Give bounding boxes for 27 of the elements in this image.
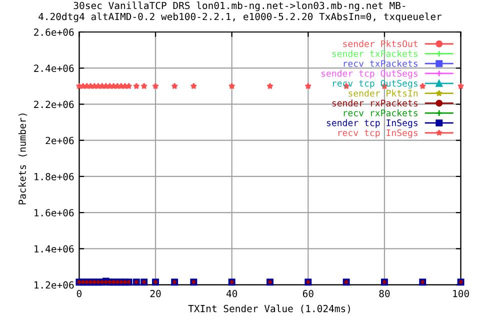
legend-label: recv txPackets — [344, 60, 418, 67]
legend-label: sender PktsOut — [343, 40, 418, 48]
x-axis-title: TXInt Sender Value (1.024ms) — [188, 304, 350, 314]
legend-label: sender rxPackets — [332, 100, 418, 106]
legend-label: sender tcp OutSegs — [321, 70, 418, 79]
legend-label: recv tcp OutSegs — [333, 80, 418, 89]
y-tick-label: 2e+06 — [46, 136, 74, 144]
x-tick-label: 40 — [226, 290, 238, 298]
legend-label: sender PktsIn — [348, 90, 418, 97]
y-tick-label: 2.4e+06 — [34, 64, 74, 72]
chart-title: 30sec VanillaTCP DRS lon01.mb-ng.net->lon03.mb-ng.net MB- 4.20dtg4 altAIMD-0.2 web100-2.2.1, e1000-5.2.20 TxAbsIn=0, txqueueler — [38, 2, 442, 22]
legend-label: sender tcp InSegs — [326, 119, 418, 128]
x-tick-label: 80 — [379, 290, 390, 298]
x-tick-label: 20 — [150, 290, 161, 298]
legend-label: recv tcp InSegs — [338, 129, 418, 138]
x-tick-label: 0 — [76, 290, 82, 298]
y-tick-label: 2.6e+06 — [34, 28, 74, 36]
y-tick-label: 1.2e+06 — [34, 281, 74, 289]
y-tick-label: 1.4e+06 — [34, 245, 74, 253]
y-tick-label: 2.2e+06 — [34, 100, 74, 108]
legend-label: recv rxPackets — [344, 109, 418, 116]
y-tick-label: 1.8e+06 — [34, 172, 74, 180]
y-axis-title: Packets (number) — [18, 114, 28, 204]
y-tick-label: 1.6e+06 — [34, 209, 74, 216]
x-tick-label: 60 — [302, 290, 314, 298]
x-tick-label: 100 — [453, 290, 469, 298]
legend-label: sender txPackets — [332, 50, 418, 58]
